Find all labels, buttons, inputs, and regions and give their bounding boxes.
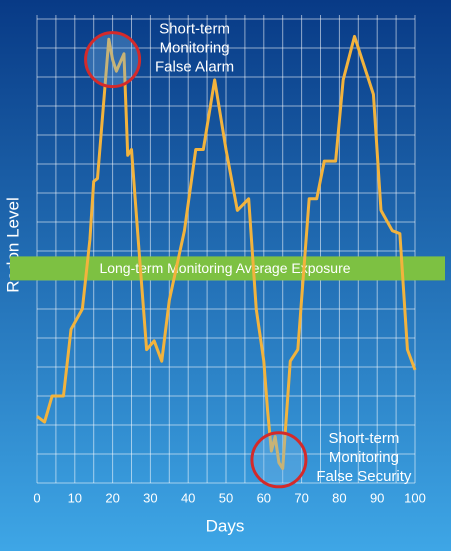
data-line [36,34,417,470]
x-tick-label: 30 [143,490,157,505]
annotation-text: False Alarm [155,59,234,76]
x-tick-label: 0 [33,490,40,505]
annotation-text: False Security [316,468,412,485]
annotation-text: Monitoring [329,449,399,466]
highlight-circle [250,431,308,489]
highlight-circle [84,31,142,89]
x-tick-label: 90 [370,490,384,505]
x-tick-label: 100 [404,490,426,505]
x-tick-label: 80 [332,490,346,505]
x-tick-label: 70 [294,490,308,505]
x-tick-label: 60 [257,490,271,505]
x-tick-label: 10 [68,490,82,505]
average-band [10,256,445,281]
x-tick-label: 40 [181,490,195,505]
x-tick-label: 20 [105,490,119,505]
annotation-text: Monitoring [160,40,230,57]
x-tick-label: 50 [219,490,233,505]
annotation-text: Short-term [159,21,230,38]
annotation-text: Short-term [328,430,399,447]
band-label: Long-term Monitoring Average Exposure [99,260,350,276]
x-axis-label: Days [206,516,245,535]
